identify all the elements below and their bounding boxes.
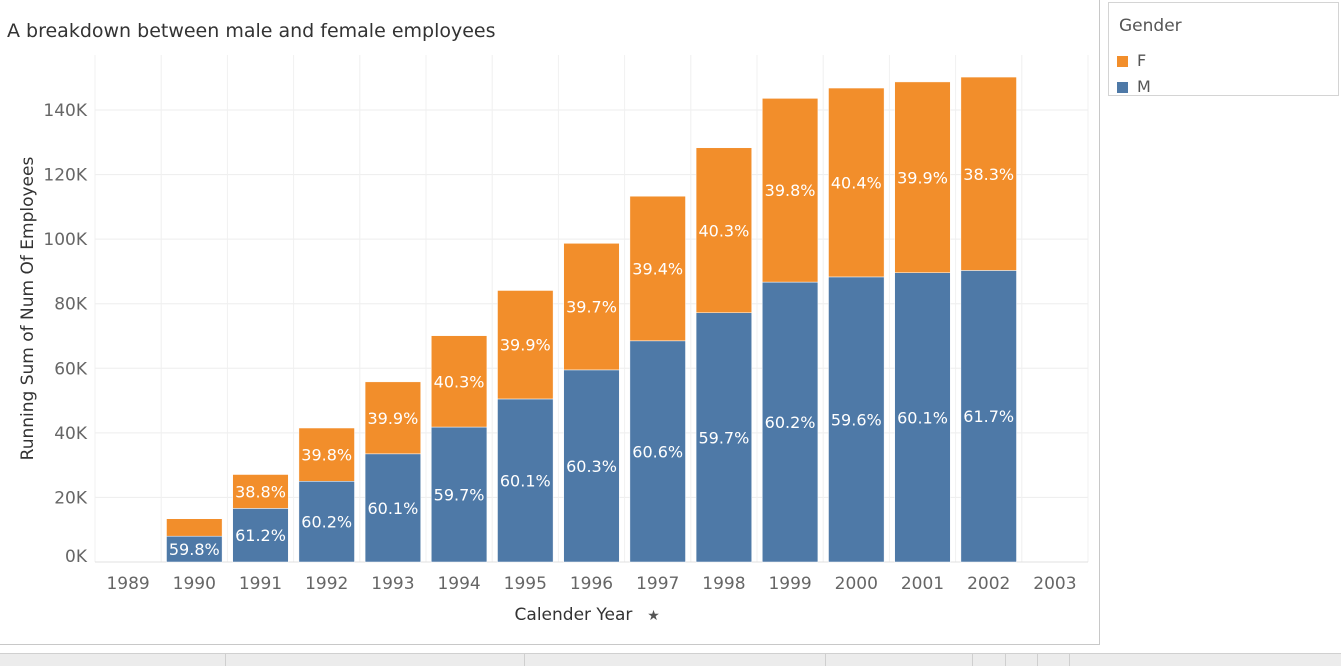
bar-label-m: 59.8% [169, 540, 220, 559]
bar-label-f: 39.4% [632, 260, 683, 279]
bar-segment-m [828, 276, 885, 563]
y-tick-label: 120K [43, 166, 87, 186]
legend[interactable]: Gender F M [1108, 2, 1339, 96]
bar-label-m: 61.7% [963, 407, 1014, 426]
legend-swatch-f [1117, 56, 1128, 67]
bar-segment-f [298, 427, 355, 482]
chart-title: A breakdown between male and female empl… [7, 20, 496, 42]
y-tick-label: 80K [54, 295, 88, 315]
y-tick-label: 40K [54, 424, 88, 444]
sheet-tab[interactable] [0, 654, 226, 666]
bar-segment-m [894, 272, 951, 563]
bar-segment-m [364, 453, 421, 563]
sheet-tab[interactable] [973, 654, 1006, 666]
bar-label-m: 60.1% [500, 471, 551, 490]
sheet-tab[interactable] [1038, 654, 1070, 666]
sheet-tab[interactable] [525, 654, 826, 666]
bar-label-m: 60.2% [301, 513, 352, 532]
bar-segment-m [497, 398, 554, 563]
x-axis-title: Calender Year [515, 605, 633, 625]
bar-segment-f [695, 147, 752, 314]
y-tick-label: 20K [54, 488, 88, 508]
x-tick-label: 1991 [239, 574, 282, 594]
x-tick-label: 1989 [106, 574, 149, 594]
bar-label-f: 39.7% [566, 298, 617, 317]
bar-label-f: 38.8% [235, 482, 286, 501]
bar-label-m: 59.6% [831, 410, 882, 429]
bar-label-f: 39.8% [765, 181, 816, 200]
bar-segment-m [298, 481, 355, 563]
bar-label-m: 59.7% [698, 428, 749, 447]
chart-plot: 0K 20K 40K 60K 80K 100K 120K 140K 1989 59.8% 1990 3… [18, 55, 1089, 625]
y-tick-label: 140K [43, 101, 87, 121]
bar-segment-m [431, 426, 488, 563]
bar-segment-m [629, 340, 686, 563]
bar-label-m: 59.7% [434, 486, 485, 505]
bar-segment-f [629, 195, 686, 342]
bar-label-f: 39.9% [367, 409, 418, 428]
bar-segment-f [563, 243, 620, 371]
x-tick-label: 1998 [702, 574, 745, 594]
x-tick-label: 2003 [1033, 574, 1076, 594]
x-tick-label: 1994 [437, 574, 480, 594]
bar-label-f: 38.3% [963, 165, 1014, 184]
bar-segment-f [497, 290, 554, 400]
bar-segment-m [695, 312, 752, 563]
bar-label-f: 39.9% [897, 168, 948, 187]
bar-segment-f [762, 98, 819, 283]
bar-label-f: 40.3% [698, 221, 749, 240]
bar-segment-m [762, 281, 819, 563]
bar-label-m: 60.1% [897, 408, 948, 427]
x-tick-label: 2000 [835, 574, 878, 594]
sheet-tab[interactable] [826, 654, 973, 666]
bar-label-m: 60.2% [765, 413, 816, 432]
legend-title: Gender [1119, 16, 1182, 36]
x-tick-label: 1990 [173, 574, 216, 594]
bar-label-f: 39.9% [500, 336, 551, 355]
bar-label-m: 60.3% [566, 457, 617, 476]
bar-segment-f [232, 474, 289, 509]
bar-label-m: 61.2% [235, 526, 286, 545]
bar-label-f: 39.8% [301, 446, 352, 465]
x-tick-label: 1997 [636, 574, 679, 594]
bar-segment-f [960, 76, 1017, 271]
legend-label-f: F [1137, 51, 1147, 70]
x-tick-label: 1992 [305, 574, 348, 594]
x-tick-label: 1995 [504, 574, 547, 594]
sheet-tab[interactable] [1006, 654, 1038, 666]
bar-segment-m [232, 508, 289, 563]
pin-icon: ★ [647, 608, 660, 624]
y-tick-label: 100K [43, 230, 87, 250]
bar-label-m: 60.6% [632, 442, 683, 461]
bar-segment-f [828, 87, 885, 278]
bar-segment-f [894, 81, 951, 273]
legend-label-m: M [1137, 77, 1151, 96]
bar-label-m: 60.1% [367, 499, 418, 518]
x-tick-label: 2001 [901, 574, 944, 594]
x-tick-label: 1996 [570, 574, 613, 594]
bar-label-f: 40.3% [434, 372, 485, 391]
y-axis-title: Running Sum of Num Of Employees [18, 157, 38, 461]
sheet-tab-bar [0, 653, 1341, 666]
bar-segment-f [166, 518, 223, 537]
bar-label-f: 40.4% [831, 173, 882, 192]
y-tick-label: 0K [65, 547, 88, 567]
legend-swatch-m [1117, 82, 1128, 93]
sheet-tab[interactable] [226, 654, 525, 666]
bar-segment-f [364, 381, 421, 455]
x-tick-label: 2002 [967, 574, 1010, 594]
bar-segment-m [563, 369, 620, 563]
chart-pane: A breakdown between male and female empl… [0, 0, 1100, 645]
x-tick-label: 1999 [768, 574, 811, 594]
x-tick-label: 1993 [371, 574, 414, 594]
bar-segment-f [431, 335, 488, 428]
bar-segment-m [960, 270, 1017, 563]
y-tick-label: 60K [54, 359, 88, 379]
